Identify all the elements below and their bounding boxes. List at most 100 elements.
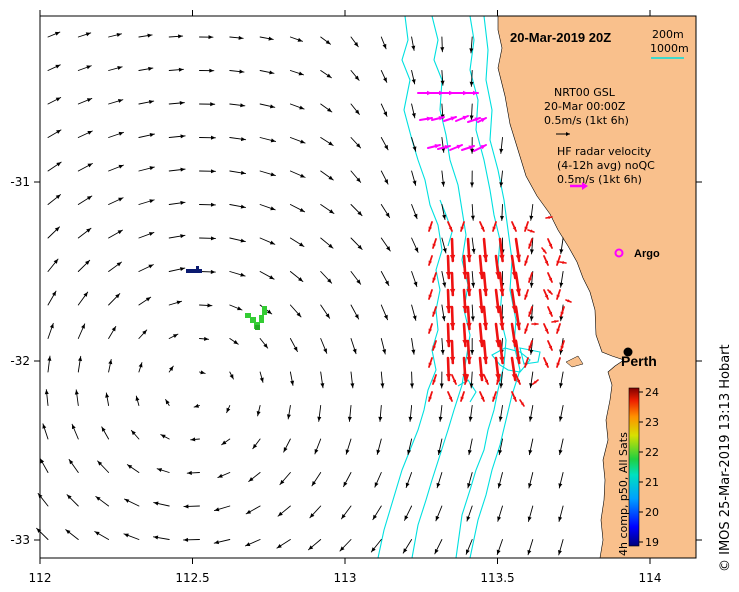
argo-label: Argo (634, 248, 660, 260)
hf-arrow (541, 247, 547, 254)
hf-arrow-magenta (473, 144, 487, 152)
hf-arrow (432, 238, 437, 249)
gsl-legend: NRT00 GSL 20-Mar 00:00Z 0.5m/s (1kt 6h) (544, 86, 629, 136)
hf-arrow (492, 391, 497, 402)
hf-arrow (543, 357, 549, 368)
gsl-arrow (439, 371, 444, 389)
gsl-arrow (47, 322, 54, 339)
gsl-arrow (259, 103, 276, 109)
colorbar-tick-label: 20 (645, 506, 659, 519)
hf-arrow-magenta (461, 145, 475, 151)
gsl-arrow (339, 539, 352, 552)
gsl-arrow (380, 204, 391, 218)
gsl-arrow (350, 304, 360, 320)
gsl-arrow (108, 325, 117, 339)
hf-arrow (514, 305, 522, 331)
gsl-arrow (47, 129, 62, 138)
gsl-arrow (289, 371, 295, 386)
gsl-arrow (259, 137, 277, 143)
gsl-arrow (168, 365, 174, 373)
hf-arrow (543, 289, 549, 300)
gsl-arrow (289, 103, 305, 110)
hf-arrow (496, 374, 501, 385)
x-tick-label: 114 (639, 571, 662, 585)
hf-legend-line2: (4-12h avg) noQC (557, 159, 655, 172)
hf-arrow-magenta (449, 144, 463, 151)
hf-arrow (498, 271, 505, 297)
gsl-arrow (311, 472, 322, 487)
hf-arrow-magenta (419, 116, 433, 122)
gsl-arrow (499, 371, 504, 389)
gsl-arrow (259, 204, 276, 211)
gsl-arrow (138, 232, 155, 239)
gsl-arrow (498, 405, 503, 422)
gsl-arrow (168, 134, 186, 139)
gsl-arrow (441, 304, 446, 322)
gsl-arrow (528, 405, 534, 422)
gsl-arrow (71, 423, 79, 440)
gsl-arrow (529, 237, 534, 255)
rottnest-island (565, 355, 584, 368)
gsl-arrow (407, 438, 413, 456)
gsl-arrow (183, 504, 200, 509)
gsl-arrow (193, 403, 200, 408)
gsl-arrow (165, 399, 170, 406)
hf-arrow-magenta (465, 90, 479, 96)
gsl-arrow (469, 103, 474, 121)
gsl-arrow (42, 423, 49, 440)
gsl-arrow (123, 533, 140, 540)
gsl-arrow (77, 98, 93, 105)
hf-arrow (532, 379, 539, 385)
gsl-arrow (411, 70, 416, 85)
gsl-arrow (252, 438, 261, 450)
gsl-arrow (47, 97, 62, 105)
hf-arrow (464, 374, 469, 385)
gsl-arrow (77, 163, 93, 172)
hf-arrow (428, 357, 433, 368)
hf-arrow (449, 305, 456, 331)
gsl-arrow (350, 170, 362, 183)
gsl-arrow (168, 34, 184, 39)
gsl-arrow (380, 237, 391, 252)
gsl-arrow (435, 505, 443, 522)
hf-arrow (543, 255, 549, 266)
gsl-arrow (408, 405, 413, 422)
hf-arrow (528, 340, 533, 351)
gsl-vector-field (36, 31, 564, 556)
city-dot-icon (623, 347, 633, 357)
gsl-arrow (350, 70, 360, 81)
gsl-arrow (217, 472, 231, 478)
gsl-arrow (199, 202, 216, 207)
hf-arrow (514, 339, 522, 365)
gsl-arrow (470, 170, 475, 188)
gsl-arrow (286, 405, 291, 420)
gsl-arrow (47, 64, 61, 71)
gsl-arrow (153, 501, 170, 507)
gsl-arrow (471, 237, 476, 254)
gsl-arrow (468, 405, 473, 422)
hf-arrow (515, 374, 521, 385)
hf-arrow (519, 399, 525, 407)
hf-arrow (449, 339, 456, 365)
gsl-arrow (168, 333, 179, 339)
gsl-arrow (77, 195, 93, 205)
gsl-arrow (199, 370, 206, 375)
hf-arrow (551, 320, 559, 324)
colorbar-gradient (628, 387, 640, 547)
sst-patch-green (255, 325, 260, 330)
gsl-arrow (199, 236, 216, 241)
hf-arrow (528, 238, 533, 249)
gsl-legend-line1: NRT00 GSL (554, 86, 616, 99)
gsl-arrow (438, 405, 443, 422)
hf-arrow (432, 340, 437, 351)
gsl-arrow (77, 227, 92, 239)
gsl-arrow (108, 229, 123, 239)
x-tick-label: 113.5 (480, 571, 514, 585)
gsl-arrow (276, 539, 291, 549)
gsl-arrow (380, 170, 389, 185)
gsl-arrow (441, 204, 447, 221)
gsl-arrow (347, 405, 352, 422)
gsl-arrow (527, 539, 534, 556)
gsl-arrow (229, 35, 244, 40)
